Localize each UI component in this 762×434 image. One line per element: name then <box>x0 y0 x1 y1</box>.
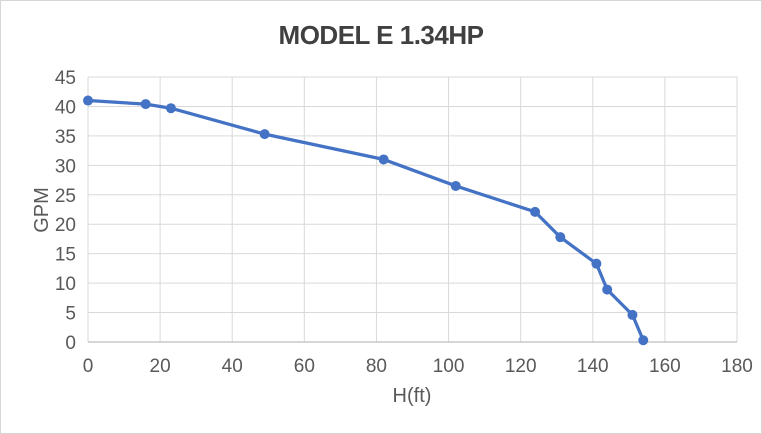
data-point-marker <box>259 129 270 140</box>
y-tick-label: 25 <box>55 186 76 207</box>
data-point-marker <box>555 232 566 243</box>
y-tick-label: 30 <box>55 156 76 177</box>
x-tick-label: 180 <box>721 356 753 377</box>
series-line <box>86 98 645 342</box>
tick-labels-layer: 0 20 40 60 80 100 120 140 160 180 0 5 10 15 20 25 30 35 40… <box>55 68 753 377</box>
data-point-marker <box>638 335 649 346</box>
x-tick-label: 120 <box>505 356 537 377</box>
data-point-marker <box>140 99 151 110</box>
x-tick-label: 0 <box>83 356 94 377</box>
x-tick-label: 140 <box>577 356 609 377</box>
x-tick-label: 160 <box>649 356 681 377</box>
y-tick-label: 20 <box>55 215 76 236</box>
y-tick-label: 15 <box>55 245 76 266</box>
x-axis-title: H(ft) <box>393 385 432 407</box>
y-tick-label: 0 <box>65 333 76 354</box>
y-tick-label: 40 <box>55 97 76 118</box>
y-tick-label: 5 <box>65 304 76 325</box>
data-point-marker <box>83 95 93 106</box>
x-tick-label: 100 <box>433 356 465 377</box>
data-point-marker <box>602 284 613 295</box>
data-point-marker <box>450 180 461 191</box>
x-tick-label: 80 <box>366 356 387 377</box>
data-point-marker <box>591 258 602 269</box>
x-tick-label: 20 <box>150 356 171 377</box>
y-tick-label: 45 <box>55 68 76 89</box>
x-tick-label: 40 <box>222 356 243 377</box>
chart-title: MODEL E 1.34HP <box>279 20 484 50</box>
y-tick-label: 35 <box>55 127 76 148</box>
data-point-marker <box>627 309 638 320</box>
y-tick-label: 10 <box>55 274 76 295</box>
gridlines-layer <box>87 76 738 343</box>
data-point-marker <box>530 206 541 217</box>
series-layer <box>83 95 649 346</box>
data-point-marker <box>165 103 176 114</box>
x-tick-label: 60 <box>294 356 315 377</box>
data-point-marker <box>378 154 389 165</box>
y-axis-title: GPM <box>31 187 53 233</box>
